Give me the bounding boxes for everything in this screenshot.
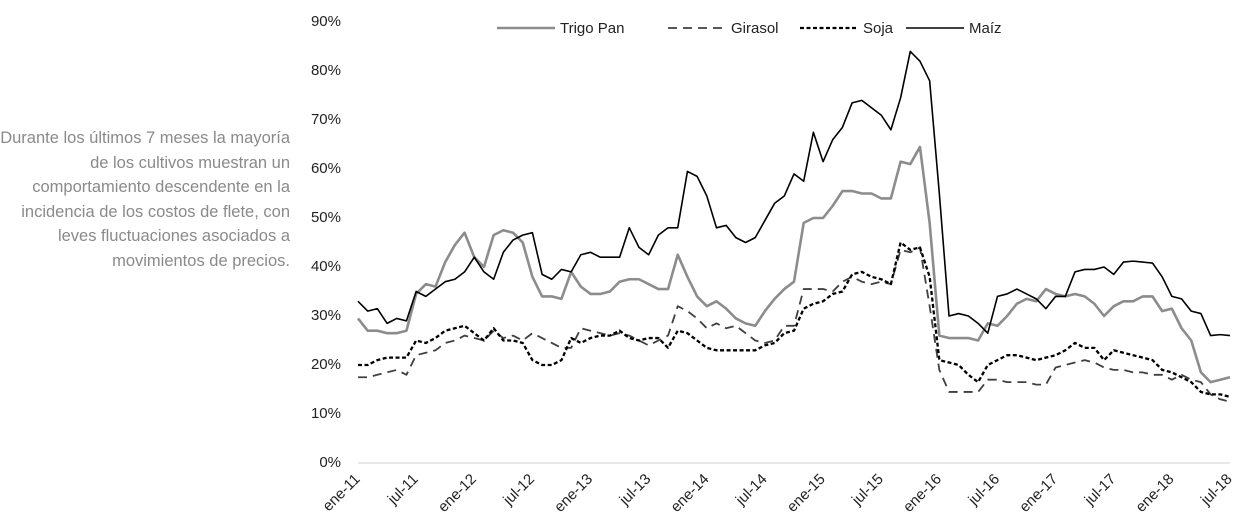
series-line	[357, 50, 1231, 337]
x-tick-label: ene-11	[319, 471, 363, 515]
y-tick-label: 70%	[311, 111, 341, 128]
legend-label: Soja	[863, 20, 894, 37]
x-tick-label: ene-18	[1132, 471, 1177, 516]
y-tick-label: 20%	[311, 356, 341, 373]
series-line	[358, 246, 1231, 403]
y-tick-label: 60%	[311, 160, 341, 177]
x-tick-label: ene-16	[900, 471, 945, 516]
x-tick-label: ene-14	[667, 471, 712, 516]
y-tick-label: 0%	[319, 454, 341, 471]
x-tick-label: jul-17	[1081, 471, 1120, 510]
annotation: Durante los últimos 7 meses la mayoría d…	[0, 129, 290, 270]
series-line	[358, 241, 1231, 398]
y-tick-label: 30%	[311, 307, 341, 324]
x-tick-label: jul-11	[384, 471, 422, 509]
legend-label: Trigo Pan	[560, 20, 624, 37]
y-tick-label: 80%	[311, 62, 341, 79]
x-tick-label: jul-18	[1197, 471, 1234, 510]
y-tick-label: 90%	[311, 13, 341, 30]
legend-label: Maíz	[969, 20, 1002, 37]
x-tick-label: ene-15	[784, 471, 829, 516]
x-tick-label: jul-13	[616, 471, 655, 510]
legend-label: Girasol	[731, 20, 779, 37]
y-tick-label: 10%	[311, 405, 341, 422]
x-tick-label: jul-14	[732, 471, 771, 510]
x-tick-label: jul-16	[964, 471, 1003, 510]
x-tick-label: ene-12	[435, 471, 480, 516]
x-tick-label: ene-17	[1016, 471, 1061, 516]
series-line	[356, 145, 1231, 384]
x-tick-label: jul-12	[499, 471, 538, 510]
x-tick-label: jul-15	[848, 471, 887, 510]
y-tick-label: 40%	[311, 258, 341, 275]
y-tick-label: 50%	[311, 209, 341, 226]
x-tick-label: ene-13	[551, 471, 596, 516]
